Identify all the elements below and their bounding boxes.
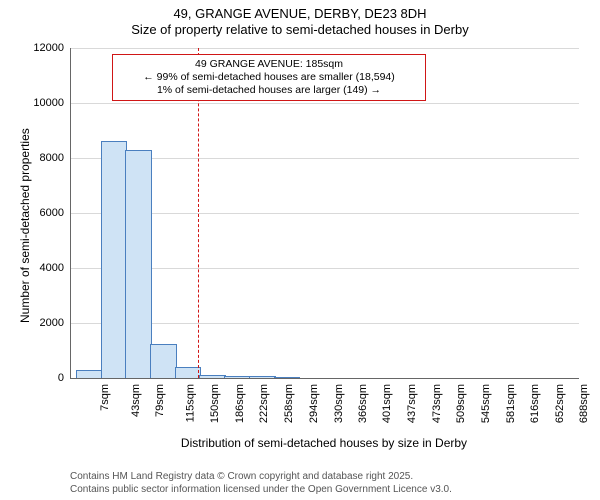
attribution-footer: Contains HM Land Registry data © Crown c… [70, 471, 452, 496]
x-axis-label: Distribution of semi-detached houses by … [70, 436, 578, 450]
y-tick-label: 8000 [40, 152, 64, 164]
annotation-line-2: ← 99% of semi-detached houses are smalle… [119, 71, 419, 84]
x-tick-label: 545sqm [480, 384, 492, 423]
title-line-2: Size of property relative to semi-detach… [0, 22, 600, 38]
annotation-line-1: 49 GRANGE AVENUE: 185sqm [119, 58, 419, 71]
histogram-bar [101, 141, 128, 379]
x-tick-label: 437sqm [406, 384, 418, 423]
y-tick-label: 12000 [33, 42, 64, 54]
x-tick-label: 222sqm [259, 384, 271, 423]
x-tick-label: 115sqm [184, 384, 196, 422]
y-tick-label: 0 [58, 372, 64, 384]
histogram-bar [125, 150, 152, 378]
x-tick-label: 330sqm [333, 384, 345, 423]
annotation-line-3: 1% of semi-detached houses are larger (1… [119, 84, 419, 97]
x-tick-label: 294sqm [308, 384, 320, 423]
y-tick-labels: 020004000600080001000012000 [0, 48, 70, 378]
y-tick-label: 4000 [40, 262, 64, 274]
chart-title: 49, GRANGE AVENUE, DERBY, DE23 8DH Size … [0, 0, 600, 39]
histogram-bar [150, 344, 177, 378]
title-line-1: 49, GRANGE AVENUE, DERBY, DE23 8DH [0, 6, 600, 22]
annotation-box: 49 GRANGE AVENUE: 185sqm ← 99% of semi-d… [112, 54, 426, 101]
y-tick-label: 6000 [40, 207, 64, 219]
x-tick-label: 509sqm [456, 384, 468, 423]
x-tick-label: 652sqm [554, 384, 566, 423]
histogram-bar [76, 370, 103, 378]
x-tick-label: 150sqm [209, 384, 221, 423]
x-tick-label: 7sqm [99, 384, 111, 411]
x-tick-label: 43sqm [130, 384, 142, 417]
x-tick-labels: 7sqm 43sqm 79sqm 115sqm 150sqm 186sqm 222sqm 25… [70, 378, 578, 438]
footer-line-2: Contains public sector information licen… [70, 484, 452, 497]
x-tick-label: 581sqm [505, 384, 517, 423]
y-axis-label: Number of semi-detached properties [18, 128, 32, 323]
x-tick-label: 616sqm [529, 384, 541, 423]
y-tick-label: 10000 [33, 97, 64, 109]
x-tick-label: 79sqm [154, 384, 166, 417]
footer-line-1: Contains HM Land Registry data © Crown c… [70, 471, 452, 484]
x-tick-label: 401sqm [381, 384, 393, 423]
x-tick-label: 473sqm [431, 384, 443, 423]
chart-container: 49, GRANGE AVENUE, DERBY, DE23 8DH Size … [0, 0, 600, 500]
x-tick-label: 366sqm [357, 384, 369, 423]
x-tick-label: 688sqm [578, 384, 590, 423]
x-tick-label: 258sqm [283, 384, 295, 423]
y-tick-label: 2000 [40, 317, 64, 329]
x-tick-label: 186sqm [234, 384, 246, 423]
